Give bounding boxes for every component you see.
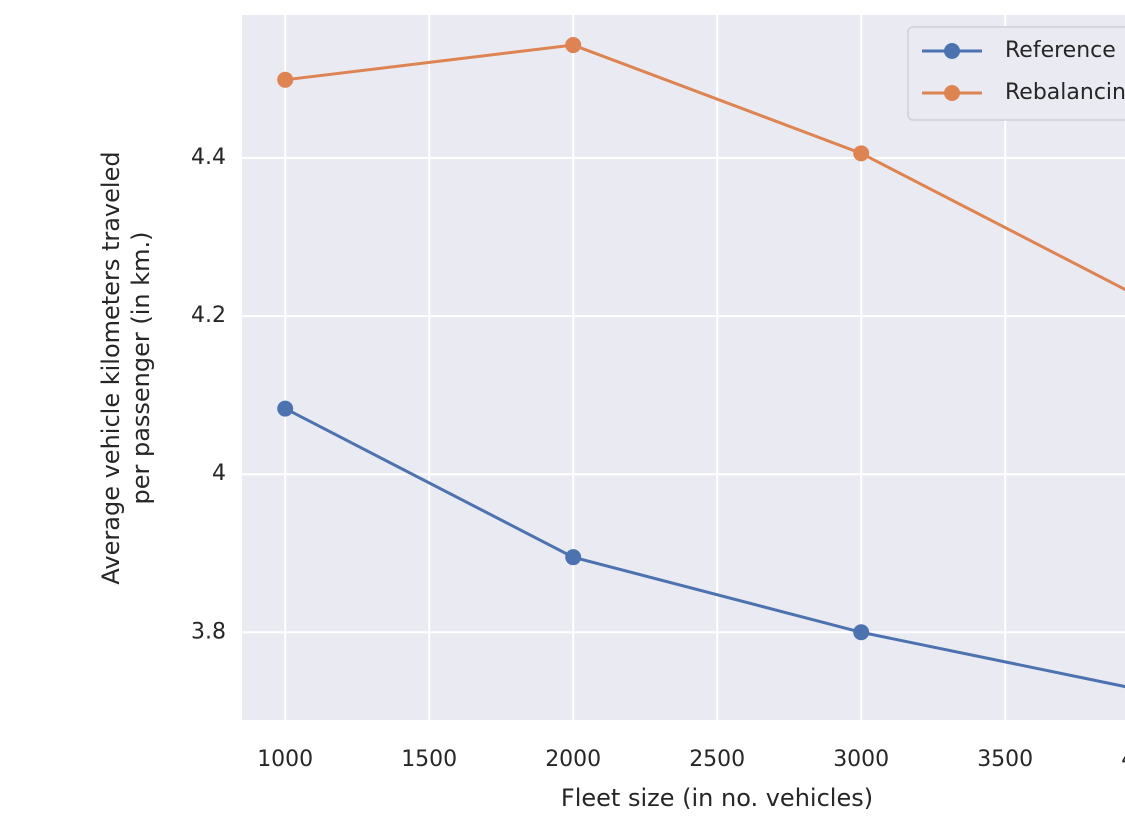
data-point	[565, 549, 582, 566]
x-tick-label: 3000	[833, 747, 889, 772]
data-point	[277, 71, 294, 88]
x-tick-label: 1000	[257, 747, 313, 772]
legend-marker	[944, 85, 960, 101]
y-axis-label: Average vehicle kilometers traveled	[97, 151, 125, 584]
x-tick-label: 1500	[401, 747, 457, 772]
legend-marker	[944, 43, 960, 59]
y-axis-label: per passenger (in km.)	[127, 231, 155, 504]
plot-area	[242, 15, 1125, 720]
x-tick-label: 3500	[977, 747, 1033, 772]
data-point	[565, 37, 582, 54]
series-line	[284, 407, 1125, 689]
series-line	[285, 43, 1125, 292]
data-point	[277, 400, 294, 417]
y-tick-label: 4	[212, 461, 226, 486]
x-axis-label: Fleet size (in no. vehicles)	[561, 784, 873, 812]
x-tick-label: 4000	[1121, 747, 1125, 772]
data-point	[853, 624, 870, 641]
data-point	[853, 145, 870, 162]
x-tick-label: 2500	[689, 747, 745, 772]
legend-label: Rebalancing	[1005, 80, 1125, 105]
y-tick-label: 4.4	[191, 145, 226, 170]
legend-label: Reference	[1005, 38, 1116, 63]
y-tick-label: 3.8	[191, 619, 226, 644]
y-tick-label: 4.2	[191, 303, 226, 328]
x-tick-label: 2000	[545, 747, 601, 772]
